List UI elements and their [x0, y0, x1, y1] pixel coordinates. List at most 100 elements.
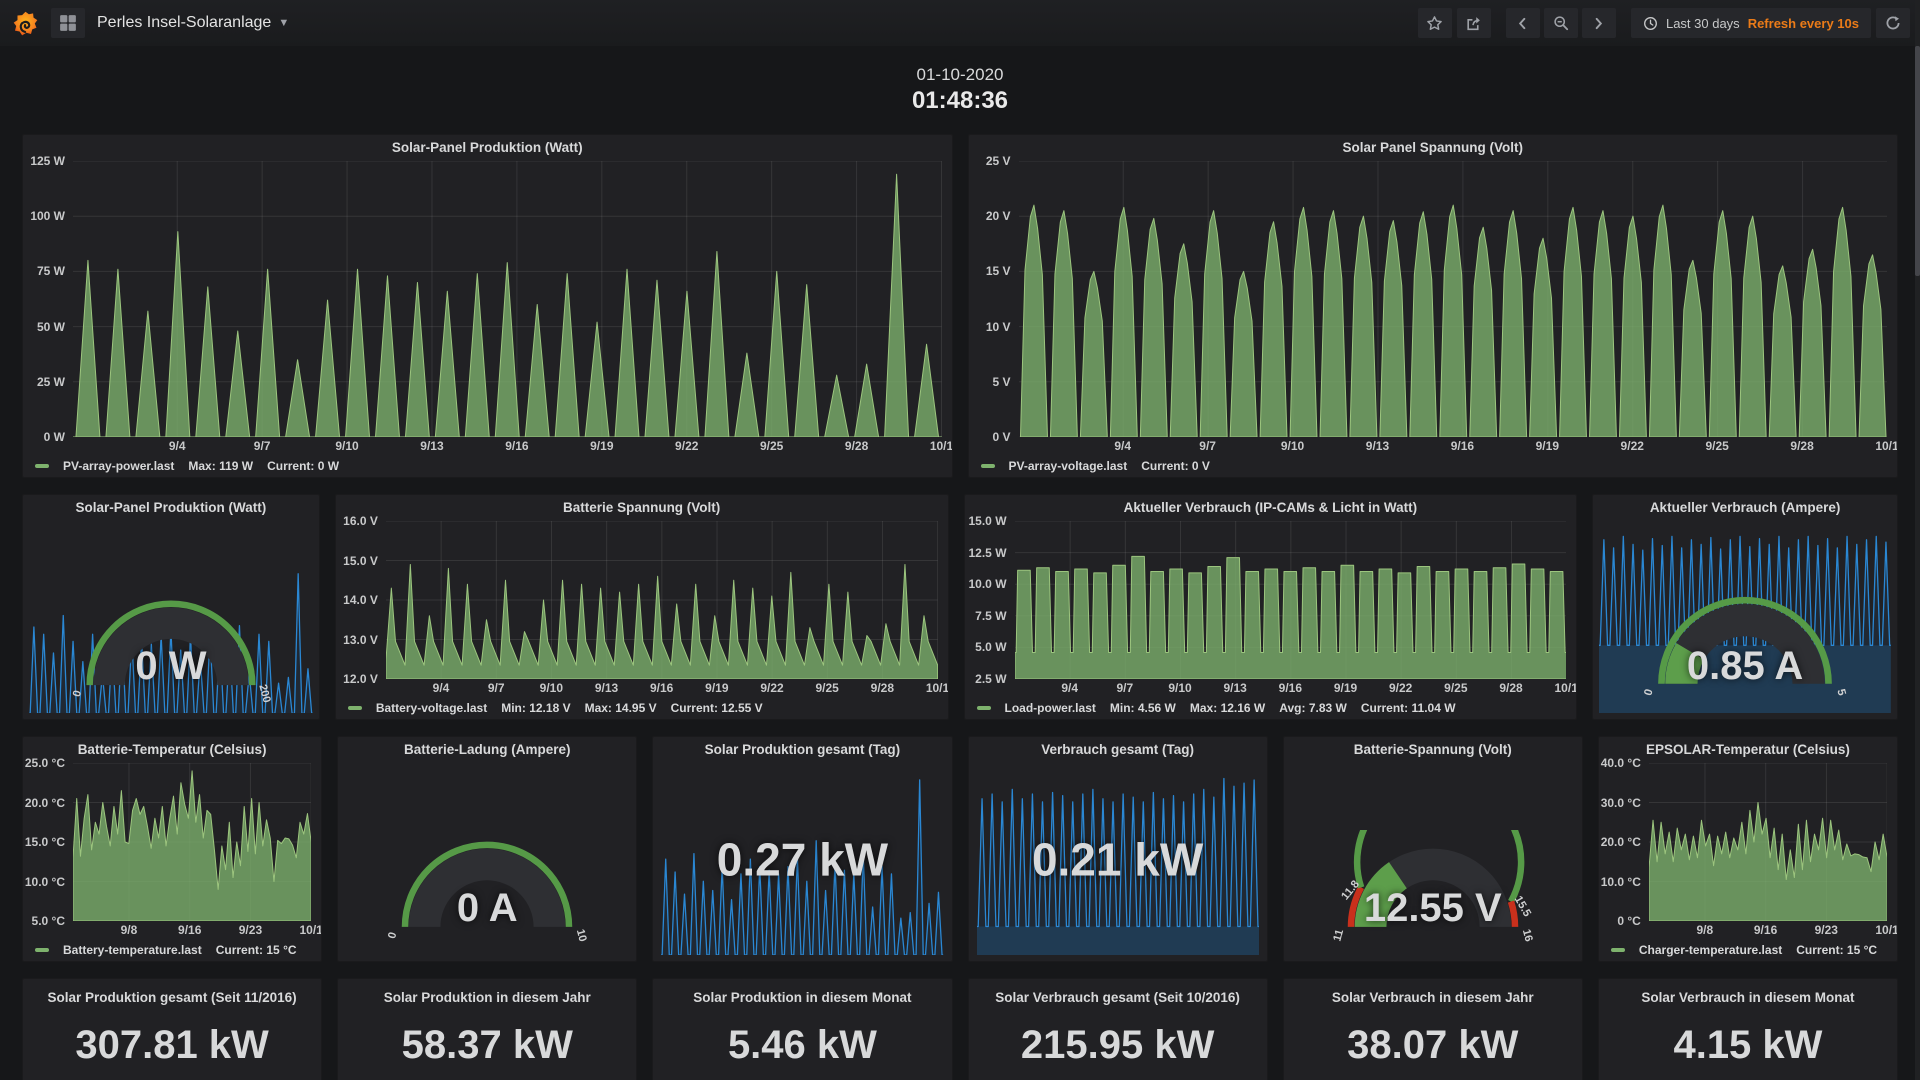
panel-title[interactable]: Aktueller Verbrauch (IP-CAMs & Licht in …: [1123, 500, 1418, 515]
panel-title[interactable]: Solar Produktion gesamt (Seit 11/2016): [47, 990, 297, 1005]
panel-stat-year-production: Solar Produktion in diesem Jahr 58.37 kW: [337, 978, 638, 1080]
y-axis-tick: 25.0 °C: [24, 756, 65, 770]
y-axis-tick: 15.0 °C: [24, 835, 65, 849]
y-axis: 25.0 °C 20.0 °C 15.0 °C 10.0 °C 5.0 °C: [23, 756, 73, 928]
scrollbar-track[interactable]: [1915, 0, 1920, 1080]
gauge-threshold-label: 200: [256, 683, 272, 704]
amp-sparkline: [1599, 525, 1892, 713]
panel-title[interactable]: Solar Panel Spannung (Volt): [1342, 140, 1523, 155]
y-axis-tick: 10.0 °C: [1600, 874, 1641, 889]
load-power-plot[interactable]: [1014, 521, 1567, 679]
y-axis-tick: 12.5 W: [968, 545, 1007, 560]
zoom-out-time-button[interactable]: [1543, 8, 1578, 38]
time-back-button[interactable]: [1505, 8, 1540, 38]
legend-series-name[interactable]: Battery-temperature.last: [63, 943, 202, 957]
legend-series-name[interactable]: Load-power.last: [1004, 701, 1096, 715]
panel-battery-voltage-graph: Batterie Spannung (Volt) 16.0 V 15.0 V 14.…: [334, 494, 949, 720]
y-axis-tick: 20 V: [985, 209, 1011, 224]
dashboard-title-dropdown[interactable]: Perles Insel-Solaranlage ▼: [97, 14, 289, 32]
panel-title[interactable]: Batterie-Spannung (Volt): [1353, 742, 1512, 757]
y-axis-tick: 5 V: [992, 374, 1011, 389]
x-axis-tick: 9/7: [1199, 439, 1216, 453]
y-axis-tick: 0 °C: [1617, 914, 1641, 928]
stat-value: 0.21 kW: [1031, 833, 1204, 886]
panel-stat-month-production: Solar Produktion in diesem Monat 5.46 kW: [652, 978, 953, 1080]
stat-value: 0.27 kW: [716, 833, 889, 886]
x-axis-tick: 9/22: [760, 681, 784, 695]
panel-title[interactable]: Solar Produktion in diesem Jahr: [383, 990, 591, 1005]
legend-stat: Avg: 7.83 W: [1279, 701, 1347, 715]
x-axis-tick: 10/1: [1875, 439, 1898, 453]
panel-load-power-graph: Aktueller Verbrauch (IP-CAMs & Licht in …: [963, 494, 1578, 720]
refresh-button[interactable]: [1876, 8, 1910, 38]
gauge-threshold-label: 10: [574, 928, 589, 943]
x-axis-tick: 9/10: [539, 681, 564, 695]
gauge-threshold-label: 0: [71, 689, 84, 698]
legend-stat: Current: 0 V: [1141, 459, 1210, 473]
panel-title[interactable]: EPSOLAR-Temperatur (Celsius): [1646, 742, 1850, 757]
legend-series-name[interactable]: Battery-voltage.last: [375, 701, 488, 715]
x-axis: 9/4 9/7 9/10 9/13 9/16 9/19 9/22 9/25 9/28 10/1: [1019, 437, 1897, 455]
battery-temp-plot[interactable]: [73, 763, 312, 921]
charger-temp-plot[interactable]: [1648, 763, 1888, 921]
panel-title[interactable]: Solar Verbrauch gesamt (Seit 10/2016): [995, 990, 1240, 1005]
x-axis-tick: 9/22: [1620, 439, 1644, 453]
panel-title[interactable]: Solar Produktion in diesem Monat: [693, 990, 912, 1005]
panel-title[interactable]: Solar Produktion gesamt (Tag): [704, 742, 901, 757]
panel-title[interactable]: Solar-Panel Produktion (Watt): [75, 500, 267, 515]
clock-icon: [1644, 16, 1657, 30]
star-dashboard-button[interactable]: [1417, 8, 1452, 38]
y-axis-tick: 50 W: [36, 319, 65, 334]
top-navbar: Perles Insel-Solaranlage ▼: [0, 0, 1920, 46]
x-axis-tick: 9/16: [505, 439, 529, 453]
x-axis-tick: 9/4: [1061, 681, 1079, 695]
legend-series-name[interactable]: Charger-temperature.last: [1638, 943, 1783, 957]
y-axis-tick: 0 W: [43, 430, 65, 444]
panel-title[interactable]: Batterie-Temperatur (Celsius): [77, 742, 267, 757]
y-axis-tick: 5.0 °C: [31, 914, 65, 928]
y-axis-tick: 5.0 W: [975, 640, 1007, 655]
y-axis-tick: 15.0 V: [343, 553, 378, 568]
x-axis-tick: 9/25: [815, 681, 839, 695]
panel-title[interactable]: Batterie-Ladung (Ampere): [404, 742, 571, 757]
x-axis-tick: 9/13: [594, 681, 619, 695]
time-range-picker[interactable]: Last 30 days Refresh every 10s: [1630, 8, 1871, 38]
zoom-out-icon: [1554, 16, 1569, 31]
x-axis-tick: 9/19: [705, 681, 729, 695]
scrollbar-thumb[interactable]: [1915, 46, 1920, 276]
panel-title[interactable]: Solar-Panel Produktion (Watt): [391, 140, 583, 155]
y-axis-tick: 125 W: [30, 154, 65, 168]
share-dashboard-button[interactable]: [1456, 8, 1491, 38]
panel-title[interactable]: Solar Verbrauch in diesem Monat: [1641, 990, 1855, 1005]
legend-stat: Min: 4.56 W: [1109, 701, 1176, 715]
stat-value: 4.15 kW: [1673, 1023, 1823, 1067]
legend: Battery-temperature.last Current: 15 °C: [23, 939, 321, 961]
y-axis: 15.0 W 12.5 W 10.0 W 7.5 W 5.0 W 2.5 W: [965, 514, 1015, 686]
x-axis: 9/8 9/16 9/23 10/1: [1649, 921, 1897, 939]
legend-series-name[interactable]: PV-array-power.last: [63, 459, 175, 473]
x-axis-tick: 9/19: [1333, 681, 1358, 695]
charge-gauge: 0 10: [383, 830, 592, 946]
grafana-logo-icon: [13, 11, 38, 35]
stat-value: 307.81 kW: [75, 1023, 269, 1067]
chevron-right-icon: [1596, 17, 1603, 29]
pv-power-gauge: 0 200: [67, 589, 274, 704]
legend-stat: Max: 119 W: [188, 459, 254, 473]
time-forward-button[interactable]: [1581, 8, 1616, 38]
pv-voltage-plot[interactable]: [1019, 161, 1888, 437]
battery-voltage-plot[interactable]: [385, 521, 938, 679]
chevron-left-icon: [1519, 17, 1526, 29]
pv-power-plot[interactable]: [73, 161, 942, 437]
panel-title[interactable]: Aktueller Verbrauch (Ampere): [1649, 500, 1841, 515]
panel-title[interactable]: Solar Verbrauch in diesem Jahr: [1331, 990, 1534, 1005]
legend-series-color: [1610, 948, 1625, 952]
dashboards-grid-button[interactable]: [51, 8, 85, 38]
legend: PV-array-power.last Max: 119 W Current: 0 …: [23, 455, 952, 477]
legend-series-name[interactable]: PV-array-voltage.last: [1008, 459, 1128, 473]
panel-title[interactable]: Batterie Spannung (Volt): [563, 500, 721, 515]
x-axis-tick: 9/25: [1444, 681, 1468, 695]
panel-title[interactable]: Verbrauch gesamt (Tag): [1041, 742, 1194, 757]
x-axis: 9/4 9/7 9/10 9/13 9/16 9/19 9/22 9/25 9/28 10/1: [1015, 679, 1576, 697]
y-axis-tick: 75 W: [36, 264, 65, 279]
